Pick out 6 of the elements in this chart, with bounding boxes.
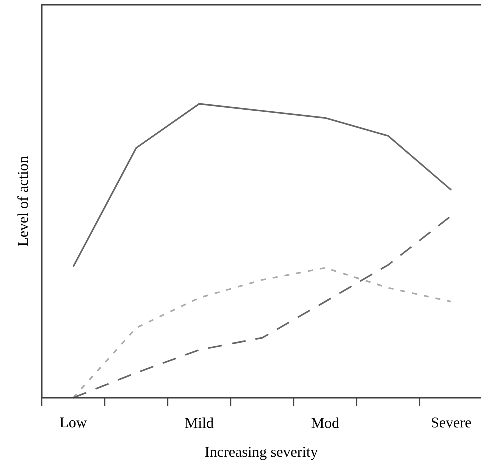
x-axis-title: Increasing severity xyxy=(205,447,318,460)
x-tick-label: Low xyxy=(60,418,88,428)
y-axis-title: Level of action xyxy=(18,156,28,246)
x-tick-label: Mod xyxy=(312,418,340,428)
x-tick-label: Severe xyxy=(432,418,472,428)
x-tick-label: Mild xyxy=(185,418,214,428)
